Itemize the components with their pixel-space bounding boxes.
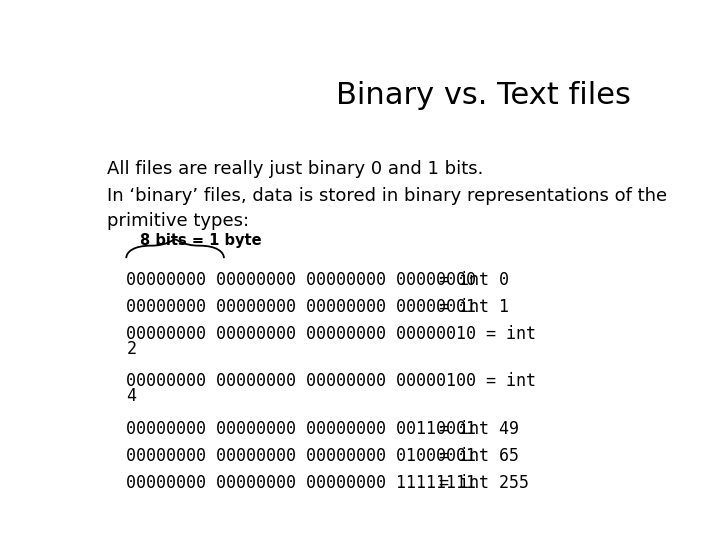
Text: = int 255: = int 255 xyxy=(438,474,528,492)
Text: = int 0: = int 0 xyxy=(438,271,509,288)
Text: = int 65: = int 65 xyxy=(438,447,518,465)
Text: 8 bits = 1 byte: 8 bits = 1 byte xyxy=(140,233,262,248)
Text: 00000000 00000000 00000000 00110001: 00000000 00000000 00000000 00110001 xyxy=(126,420,476,438)
Text: 4: 4 xyxy=(126,387,136,406)
Text: 00000000 00000000 00000000 11111111: 00000000 00000000 00000000 11111111 xyxy=(126,474,476,492)
Text: = int 1: = int 1 xyxy=(438,298,509,316)
Text: primitive types:: primitive types: xyxy=(107,212,249,231)
Text: In ‘binary’ files, data is stored in binary representations of the: In ‘binary’ files, data is stored in bin… xyxy=(107,187,667,205)
Text: 00000000 00000000 00000000 01000001: 00000000 00000000 00000000 01000001 xyxy=(126,447,476,465)
Text: 00000000 00000000 00000000 00000001: 00000000 00000000 00000000 00000001 xyxy=(126,298,476,316)
Text: Binary vs. Text files: Binary vs. Text files xyxy=(336,82,631,111)
Text: 00000000 00000000 00000000 00000010: 00000000 00000000 00000000 00000010 xyxy=(126,325,476,343)
Text: = int: = int xyxy=(486,373,536,390)
Text: All files are really just binary 0 and 1 bits.: All files are really just binary 0 and 1… xyxy=(107,160,483,178)
Text: 2: 2 xyxy=(126,340,136,357)
Text: = int: = int xyxy=(486,325,536,343)
Text: 00000000 00000000 00000000 00000100: 00000000 00000000 00000000 00000100 xyxy=(126,373,476,390)
Text: 00000000 00000000 00000000 00000000: 00000000 00000000 00000000 00000000 xyxy=(126,271,476,288)
Text: = int 49: = int 49 xyxy=(438,420,518,438)
